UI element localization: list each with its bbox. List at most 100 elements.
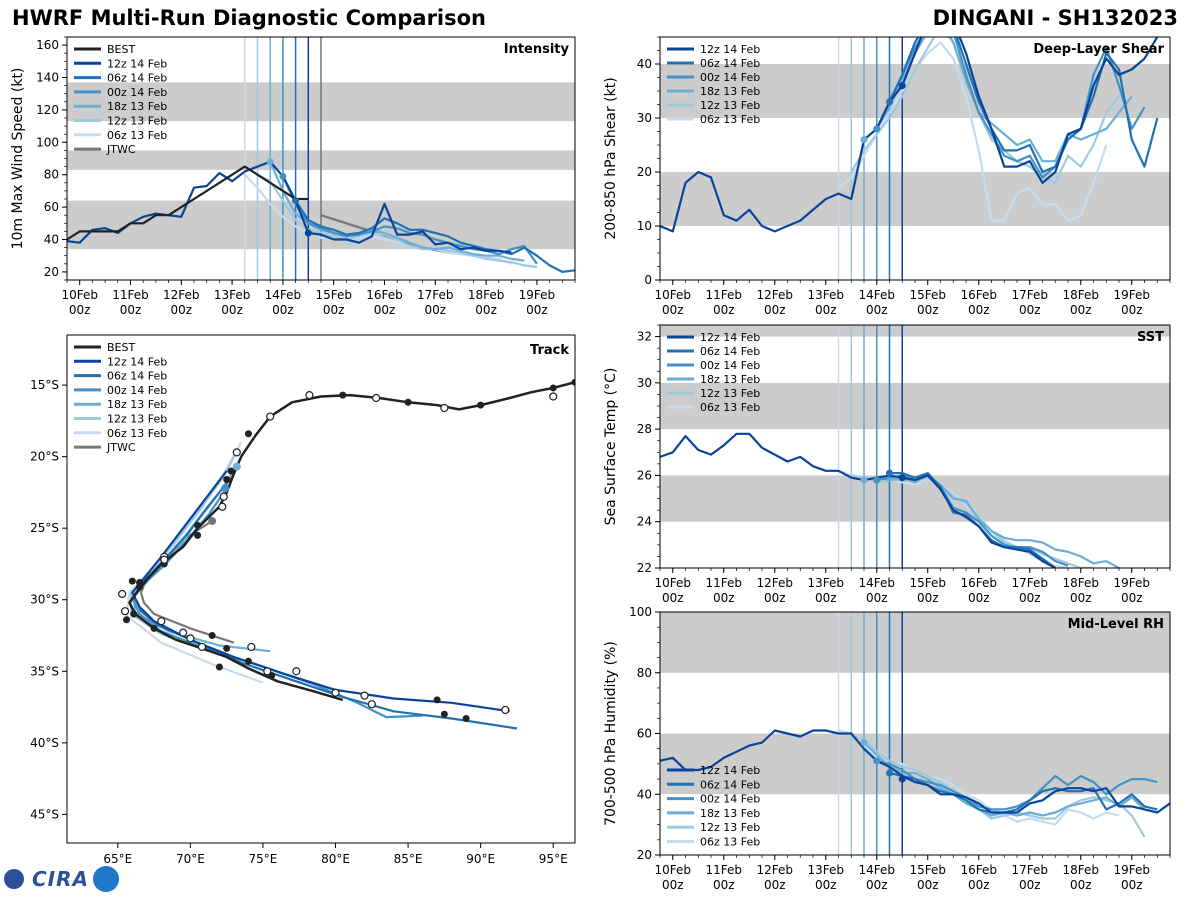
rh-xtick-label: 12Feb 00z [756,863,793,892]
track-best-open-point [160,555,169,564]
shear-xtick-label: 17Feb 00z [1011,288,1048,317]
sst-marker-18z-13-feb [860,476,868,484]
track-best-point [208,632,216,640]
track-best-open-point [247,642,256,652]
track-title: Track [530,343,569,358]
shear-xtick-label: 16Feb 00z [960,288,997,317]
sst-xtick-label: 17Feb 00z [1011,576,1048,605]
track-legend-label-06z-13-feb: 06z 13 Feb [107,427,167,440]
sst-ytick-label: 28 [637,422,652,436]
track-best-open-point [218,502,227,511]
rh-xtick-label: 17Feb 00z [1011,863,1048,892]
sst-ytick-label: 32 [637,330,652,344]
sst-series-12z-14-feb [660,432,1056,568]
intensity-ytick-label: 80 [44,168,59,182]
track-legend-label-18z-13-feb: 18z 13 Feb [107,398,167,411]
rh-xtick-label: 19Feb 00z [1113,863,1150,892]
track-ytick-label: 45°S [30,807,59,821]
track-legend-label-06z-14-feb: 06z 14 Feb [107,370,167,383]
intensity-xtick-label: 19Feb 00z [519,288,556,317]
track-best-open-point [118,589,127,599]
shear-ytick-label: 0 [644,273,652,287]
intensity-xtick-label: 16Feb 00z [366,288,403,317]
shear-marker-12z-14-feb [898,82,906,90]
track-ytick-label: 40°S [30,736,59,750]
rh-legend-label-12z-13-feb: 12z 13 Feb [700,821,760,834]
intensity-xtick-label: 12Feb 00z [163,288,200,317]
intensity-xtick-label: 15Feb 00z [315,288,352,317]
intensity-series-12z-13-feb [256,173,538,269]
rh-legend-label-18z-13-feb: 18z 13 Feb [700,807,760,820]
sst-xtick-label: 12Feb 00z [756,576,793,605]
track-xtick-label: 75°E [249,852,278,866]
shear-title: Deep-Layer Shear [1033,42,1164,57]
track-best-point [244,657,252,665]
sst-xtick-label: 11Feb 00z [705,576,742,605]
intensity-legend-label-06z-14-feb: 06z 14 Feb [107,72,167,85]
intensity-legend-label-06z-13-feb: 06z 13 Feb [107,129,167,142]
rh-ylabel: 700-500 hPa Humidity (%) [603,641,619,826]
track-legend-label-12z-13-feb: 12z 13 Feb [107,413,167,426]
track-ytick-label: 30°S [30,593,59,607]
track-legend-label-best: BEST [107,341,135,354]
track-best-point [215,663,223,671]
rh-ytick-label: 40 [637,787,652,801]
sst-xtick-label: 16Feb 00z [960,576,997,605]
shear-xtick-label: 11Feb 00z [705,288,742,317]
track-best-point [194,531,202,539]
intensity-marker-06z-14-feb [292,197,300,205]
track-line-12z-14-feb [131,470,510,713]
track-best-point [128,577,136,585]
track-xtick-label: 80°E [321,852,350,866]
intensity-ytick-label: 20 [44,265,59,279]
rh-marker-12z-14-feb [898,775,906,783]
intensity-legend-label-00z-14-feb: 00z 14 Feb [107,86,167,99]
track-best-open-point [197,642,207,652]
intensity-xtick-label: 18Feb 00z [468,288,505,317]
storm-id-title: DINGANI - SH132023 [932,6,1178,30]
sst-ytick-label: 30 [637,376,652,390]
intensity-title: Intensity [504,42,570,57]
track-best-open-point [186,634,195,643]
cira-logo: CIRA [4,866,119,892]
sst-xtick-label: 13Feb 00z [807,576,844,605]
intensity-series-12z-14-feb [67,160,512,254]
intensity-xtick-label: 13Feb 00z [214,288,251,317]
shear-xtick-label: 18Feb 00z [1062,288,1099,317]
rh-ytick-label: 100 [629,605,652,619]
sst-ytick-label: 22 [637,561,652,575]
sst-legend-label-06z-13-feb: 06z 13 Feb [700,401,760,414]
track-start-jtwc [208,517,217,526]
rh-legend-label-06z-13-feb: 06z 13 Feb [700,836,760,849]
sst-ylabel: Sea Surface Temp (°C) [603,368,619,526]
rh-band-0 [660,733,1170,795]
intensity-ytick-label: 40 [44,233,59,247]
intensity-xtick-label: 14Feb 00z [265,288,302,317]
shear-legend-label-12z-14-feb: 12z 14 Feb [700,43,760,56]
intensity-chart: 20 40 60 80 100 120 140 160 10Feb 00z 11Feb 00z 12Fe… [10,36,576,317]
track-legend-label-00z-14-feb: 00z 14 Feb [107,384,167,397]
shear-xtick-label: 13Feb 00z [807,288,844,317]
shear-marker-06z-14-feb [886,98,893,106]
track-xtick-label: 85°E [394,852,423,866]
track-best-point [150,624,158,632]
shear-series-06z-13-feb [837,41,1108,222]
sst-xtick-label: 19Feb 00z [1113,576,1150,605]
intensity-xtick-label: 10Feb 00z [61,288,98,317]
intensity-ytick-label: 100 [36,135,59,149]
intensity-xtick-label: 11Feb 00z [112,288,149,317]
sst-ytick-label: 24 [637,515,652,529]
track-best-point [194,521,202,529]
track-best-open-point [549,392,558,401]
track-ytick-label: 20°S [30,450,59,464]
track-best-point [404,398,412,406]
track-xtick-label: 95°E [539,852,568,866]
track-xtick-label: 70°E [176,852,205,866]
sst-legend-label-06z-14-feb: 06z 14 Feb [700,345,760,358]
track-legend-label-jtwc: JTWC [106,441,136,454]
rh-series-00z-14-feb [876,759,1158,811]
shear-series-12z-13-feb [850,37,1120,184]
sst-title: SST [1137,330,1164,345]
intensity-xtick-label: 17Feb 00z [417,288,454,317]
sst-legend-label-12z-14-feb: 12z 14 Feb [700,331,760,344]
